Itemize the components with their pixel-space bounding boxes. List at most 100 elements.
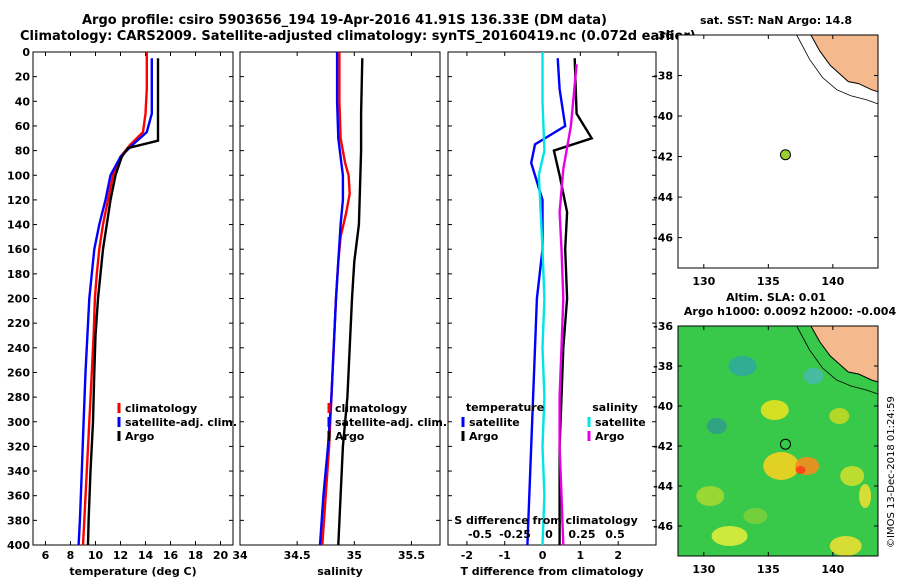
salinity-xtick-label: 34 [232,549,248,562]
difference-top-xtick-label: -0.25 [499,528,531,541]
depth-tick-label: 280 [7,391,30,404]
sla-map-ytick-label: -38 [653,360,673,373]
depth-tick-label: 40 [15,95,31,108]
salinity-xlabel: salinity [317,565,363,578]
depth-tick-label: 140 [7,219,30,232]
argo-position-marker [779,149,791,161]
salinity-series-argo [337,58,364,546]
sla-map-ytick-label: -42 [653,440,673,453]
difference-legend-label: satellite [469,416,520,429]
sst-map-ytick-label: -38 [653,70,673,83]
sla-map-anomaly-patch [696,486,725,506]
sla-map-title: Altim. SLA: 0.01 [726,291,826,304]
sst-map-ytick-label: -40 [653,110,673,123]
difference-xtick-label: -1 [499,549,511,562]
difference-legend-label: Argo [595,430,625,443]
salinity-legend-label: climatology [335,402,407,415]
salinity-xtick-label: 35.5 [398,549,425,562]
difference-legend-label: Argo [469,430,499,443]
difference-legend-label: satellite [595,416,646,429]
difference-xtick-label: 2 [614,549,622,562]
sla-map-anomaly-patch [840,466,865,486]
sla-map-axes-frame [677,325,879,557]
sla-map-subtitle: Argo h1000: 0.0092 h2000: -0.004 [684,305,897,318]
salinity-xtick-label: 35 [347,549,362,562]
sla-map-anomaly-patch [803,368,824,384]
depth-tick-label: 300 [7,416,30,429]
depth-tick-label: 380 [7,514,30,527]
copyright-stamp: ©IMOS 13-Dec-2018 01:24:59 [886,396,897,548]
sla-map-anomaly-patch [728,356,757,376]
sla-map-anomaly-patch [711,526,748,546]
sst-map-xtick-label: 135 [757,275,780,288]
depth-tick-label: 220 [7,317,30,330]
sst-map-isobath [796,34,879,105]
sst-map-ytick-label: -36 [653,29,673,42]
temperature-xtick-label: 10 [88,549,104,562]
difference-legend-temperature-header: temperature [466,401,544,414]
depth-tick-label: 200 [7,293,30,306]
difference-top-xlabel: S difference from climatology [454,514,638,527]
sla-map-anomaly-patch [743,508,768,524]
difference-top-xtick-label: 0 [545,528,553,541]
sla-map-xtick-label: 140 [821,563,844,576]
depth-tick-label: 180 [7,268,30,281]
salinity-legend-label: Argo [335,430,365,443]
depth-tick-label: 160 [7,243,30,256]
temperature-xtick-label: 16 [163,549,179,562]
sst-map-ytick-label: -46 [653,232,673,245]
sst-map-group [677,34,879,269]
difference-series-s-argo [558,64,578,546]
sla-map-ytick-label: -40 [653,400,673,413]
difference-axes-frame [447,51,657,546]
temperature-series-climatology [81,52,149,546]
depth-tick-label: 320 [7,440,30,453]
depth-tick-label: 400 [7,539,30,552]
sla-map-anomaly-patch [763,452,800,480]
temperature-series-argo [86,58,160,546]
difference-xlabel: T difference from climatology [460,565,643,578]
depth-tick-label: 0 [22,46,30,59]
temperature-axes-frame [32,51,234,546]
argo-position-marker [779,438,791,450]
sst-map-ytick-label: -44 [653,191,673,204]
temperature-xtick-label: 14 [138,549,154,562]
temperature-legend-label: satellite-adj. clim. [125,416,237,429]
sla-map-xtick-label: 135 [757,563,780,576]
temperature-xtick-label: 8 [67,549,75,562]
difference-xtick-label: 0 [539,549,547,562]
temperature-xlabel: temperature (deg C) [69,565,196,578]
depth-tick-label: 20 [15,71,31,84]
difference-top-xtick-label: 0.5 [605,528,625,541]
sla-map-anomaly-patch [829,408,850,424]
depth-tick-label: 260 [7,366,30,379]
sst-map-axes-frame [677,34,879,269]
sst-map-ytick-label: -42 [653,151,673,164]
sla-map-group [677,325,879,557]
temperature-legend-label: Argo [125,430,155,443]
sst-map-xtick-label: 140 [821,275,844,288]
depth-tick-label: 240 [7,342,30,355]
plot-title-line2: Climatology: CARS2009. Satellite-adjuste… [20,29,696,44]
temperature-xtick-label: 18 [188,549,203,562]
difference-legend-salinity-header: salinity [592,401,638,414]
sla-map-ytick-label: -36 [653,320,673,333]
sla-map-anomaly-patch [706,418,727,434]
depth-tick-label: 120 [7,194,30,207]
sst-map-xtick-label: 130 [692,275,715,288]
depth-tick-label: 60 [15,120,31,133]
sla-map-anomaly-patch [829,536,862,556]
sla-map-ytick-label: -44 [653,480,673,493]
depth-tick-label: 360 [7,490,30,503]
sla-map-isobath [796,325,879,395]
temperature-series-satellite-adj-clim- [77,58,154,546]
difference-top-xtick-label: 0.25 [568,528,595,541]
salinity-xtick-label: 34.5 [284,549,311,562]
sla-map-anomaly-patch [760,400,789,420]
temperature-xtick-label: 12 [113,549,128,562]
difference-top-xtick-label: -0.5 [468,528,492,541]
plot-title-line1: Argo profile: csiro 5903656_194 19-Apr-2… [82,13,607,28]
sla-map-anomaly-patch [795,466,806,474]
depth-tick-label: 100 [7,169,30,182]
